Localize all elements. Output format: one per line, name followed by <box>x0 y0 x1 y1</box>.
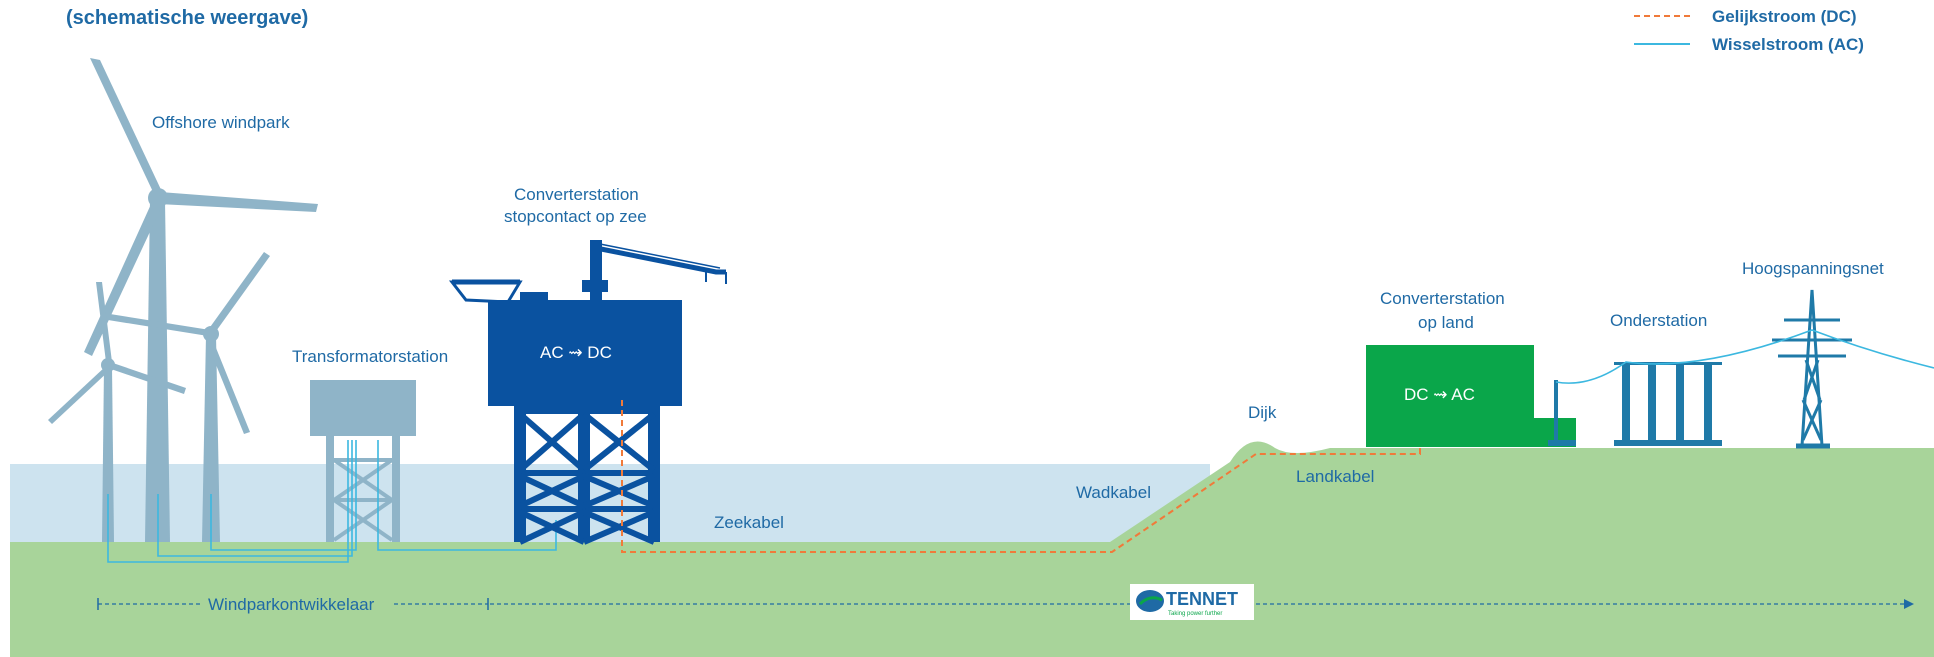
turbine-blade <box>108 314 210 336</box>
substation-column <box>1648 362 1656 446</box>
label-windparkontwikkelaar: Windparkontwikkelaar <box>208 595 375 614</box>
land <box>10 441 1934 657</box>
turbine-blade <box>158 192 318 212</box>
dc-cable <box>621 400 1421 553</box>
transformer-leg <box>392 436 400 542</box>
crane-boom <box>595 245 726 275</box>
platform-beam <box>514 506 660 512</box>
substation-column <box>1622 362 1630 446</box>
platform-braces <box>518 411 656 545</box>
turbine-blade <box>206 338 250 434</box>
converter-land-building <box>1366 345 1534 447</box>
substation-base <box>1548 440 1576 446</box>
label-landkabel: Landkabel <box>1296 467 1374 486</box>
transformer-leg <box>326 436 334 542</box>
high-voltage-pylon <box>1772 289 1852 449</box>
label-converter-land-line2: op land <box>1418 313 1474 332</box>
turbine-blade <box>48 366 110 424</box>
label-dijk: Dijk <box>1248 403 1277 422</box>
label-offshore-windpark: Offshore windpark <box>152 113 290 132</box>
logo-mark-icon <box>1136 590 1164 612</box>
substation-pole <box>1554 380 1558 446</box>
helideck <box>448 280 523 304</box>
converter-land-conversion-label: DC ⇝ AC <box>1404 385 1475 404</box>
platform-deck <box>488 300 682 406</box>
legend-dc-label: Gelijkstroom (DC) <box>1712 7 1857 26</box>
platform-module <box>520 292 548 302</box>
ac-cables-land <box>1555 329 1934 384</box>
turbine-tower-medium <box>202 335 220 542</box>
crane-base <box>582 280 608 292</box>
logo-tagline: Taking power further <box>1168 611 1222 617</box>
arrow-head-icon <box>1904 599 1914 609</box>
substation-base <box>1614 440 1722 446</box>
turbine-blade <box>208 252 270 334</box>
transformer-box <box>310 380 416 436</box>
substation-column <box>1704 362 1712 446</box>
logo-swoosh-icon <box>1138 596 1163 606</box>
converter-station-land: DC ⇝ AC <box>1366 345 1576 447</box>
platform-beam <box>514 470 660 476</box>
label-converter-land-line1: Converterstation <box>1380 289 1505 308</box>
legend-ac-label: Wisselstroom (AC) <box>1712 35 1864 54</box>
diagram-title: (schematische weergave) <box>66 7 308 29</box>
turbine-tower-large <box>145 200 170 542</box>
substation-columns <box>1614 362 1722 446</box>
turbine-tower-small <box>102 366 114 542</box>
converter-station-sea: AC ⇝ DC <box>448 240 727 545</box>
label-wadkabel: Wadkabel <box>1076 483 1151 502</box>
turbine-blade <box>90 58 164 196</box>
label-zeekabel: Zeekabel <box>714 513 784 532</box>
wind-turbines <box>48 58 318 542</box>
legend: Gelijkstroom (DC) Wisselstroom (AC) <box>1634 7 1864 54</box>
label-hoogspanningsnet: Hoogspanningsnet <box>1742 259 1884 278</box>
ac-cables-windpark <box>107 440 557 563</box>
responsibility-line: Windparkontwikkelaar <box>97 595 1914 614</box>
tennet-logo: TENNET Taking power further <box>1130 584 1254 620</box>
label-onderstation: Onderstation <box>1610 311 1707 330</box>
substation-column <box>1676 362 1684 446</box>
transformer-station <box>310 380 416 542</box>
crane-cable <box>599 243 721 269</box>
converter-sea-conversion-label: AC ⇝ DC <box>540 343 612 362</box>
transformer-brace <box>332 498 394 542</box>
transformer-brace <box>332 458 394 502</box>
label-converter-sea-line2: stopcontact op zee <box>504 207 647 226</box>
label-transformatorstation: Transformatorstation <box>292 347 448 366</box>
platform-beam <box>514 406 660 414</box>
turbine-blade <box>96 282 112 362</box>
turbine-blade <box>108 362 186 394</box>
label-converter-sea-line1: Converterstation <box>514 185 639 204</box>
logo-brand: TENNET <box>1166 589 1238 609</box>
